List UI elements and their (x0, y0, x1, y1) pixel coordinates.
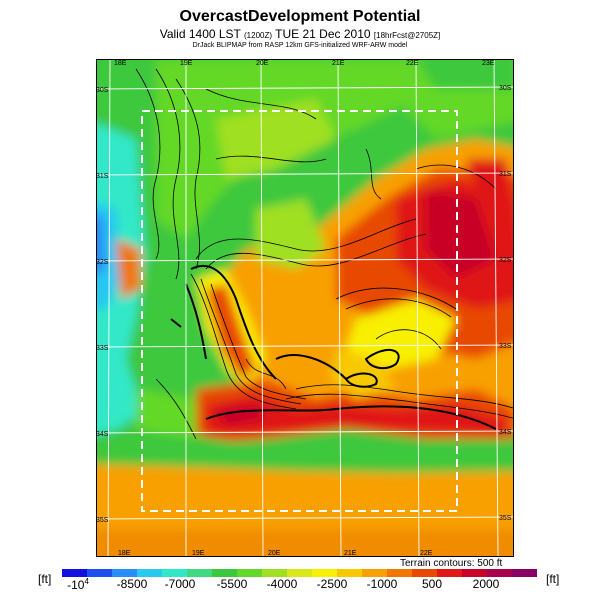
colorbar-label: -2500 (316, 577, 348, 591)
colorbar-swatch (362, 569, 387, 577)
colorbar-label: 500 (421, 577, 443, 591)
lon-label: 20E (268, 550, 281, 557)
colorbar-swatch (62, 569, 87, 577)
colorbar-swatch (87, 569, 112, 577)
colorbar-swatch (337, 569, 362, 577)
colorbar-swatch (437, 569, 462, 577)
lat-labels-left: 30S 31S 32S 33S 34S 35S (96, 87, 109, 524)
lat-label: 32S (499, 257, 512, 264)
lat-labels-right: 30S 31S 32S 33S 34S 35S (499, 85, 512, 522)
colorbar-swatch (162, 569, 187, 577)
lon-label: 23E (482, 60, 495, 67)
lon-label: 21E (332, 60, 345, 67)
lon-labels-bottom: 18E 19E 20E 21E 22E (118, 550, 433, 557)
lon-label: 19E (192, 550, 205, 557)
lat-label: 31S (96, 173, 109, 180)
lon-label: 22E (420, 550, 433, 557)
colorbar-swatch (112, 569, 137, 577)
valid-time-utc: (1200Z) (244, 31, 273, 40)
colorbar-swatch (287, 569, 312, 577)
colorbar-label: -4000 (266, 577, 298, 591)
terrain-contours (135, 68, 514, 440)
colorbar-swatch (387, 569, 412, 577)
colorbar-swatch (487, 569, 512, 577)
valid-time-line: Valid 1400 LST (1200Z) TUE 21 Dec 2010 [… (0, 27, 600, 41)
field-layer (96, 59, 514, 557)
colorbar-label: -8500 (116, 577, 148, 591)
lat-label: 30S (499, 85, 512, 92)
lon-label: 20E (256, 60, 269, 67)
lon-label: 18E (114, 60, 127, 67)
colorbar-label: 2000 (472, 577, 500, 591)
colorbar-swatch (312, 569, 337, 577)
colorbar-label: -5500 (216, 577, 248, 591)
colorbar-swatch (462, 569, 487, 577)
colorbar-swatch (212, 569, 237, 577)
lon-label: 21E (344, 550, 357, 557)
colorbar-swatch (512, 569, 537, 577)
lat-label: 34S (96, 431, 109, 438)
colorbar-unit-left: [ft] (38, 572, 52, 586)
lat-lon-grid (96, 59, 514, 557)
colorbar-label: -7000 (164, 577, 196, 591)
lat-label: 33S (96, 345, 109, 352)
inner-domain-box (141, 110, 458, 512)
forecast-map: 18E 19E 20E 21E 22E 23E 18E 19E 20E 21E … (96, 59, 514, 557)
colorbar-swatch (262, 569, 287, 577)
lat-label: 34S (499, 429, 512, 436)
lon-label: 19E (180, 60, 193, 67)
lon-label: 18E (118, 550, 131, 557)
lat-label: 30S (96, 87, 109, 94)
lon-label: 22E (406, 60, 419, 67)
lat-label: 35S (499, 515, 512, 522)
valid-time: Valid 1400 LST (159, 27, 241, 41)
lat-label: 33S (499, 343, 512, 350)
colorbar-swatch (237, 569, 262, 577)
colorbar-label: -104 (67, 577, 89, 592)
lat-label: 31S (499, 171, 512, 178)
colorbar-swatch (137, 569, 162, 577)
colorbar-swatch (412, 569, 437, 577)
terrain-contour-note: Terrain contours: 500 ft (400, 558, 503, 569)
colorbar-label: -1000 (366, 577, 398, 591)
lon-labels-top: 18E 19E 20E 21E 22E 23E (114, 60, 495, 67)
colorbar (62, 569, 537, 577)
chart-title: OvercastDevelopment Potential (179, 8, 421, 25)
lat-label: 32S (96, 259, 109, 266)
colorbar-unit-right: [ft] (546, 572, 560, 586)
map-border (96, 59, 514, 557)
valid-date: TUE 21 Dec 2010 (275, 27, 371, 41)
forecast-label: [18hrFcst@2705Z] (373, 31, 441, 40)
colorbar-swatch (187, 569, 212, 577)
lat-label: 35S (96, 517, 109, 524)
model-credit: DrJack BLIPMAP from RASP 12km GFS-initia… (192, 42, 408, 49)
